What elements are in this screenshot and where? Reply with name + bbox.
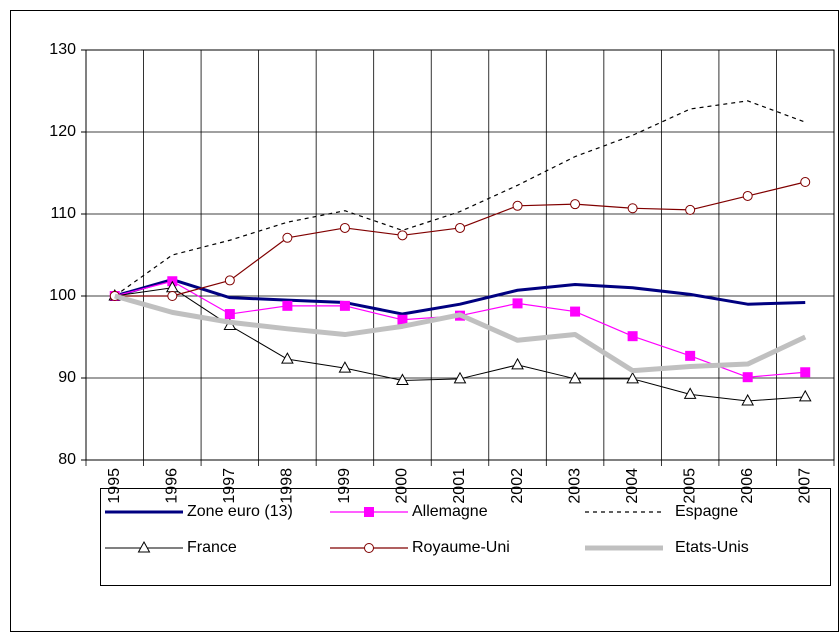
series-line: [114, 278, 806, 316]
marker: [683, 387, 697, 399]
marker: [339, 222, 350, 233]
marker: [568, 371, 582, 384]
marker: [742, 372, 753, 383]
legend-box: [100, 488, 831, 586]
marker: [397, 230, 408, 241]
x-tick-label: 2003: [566, 468, 583, 504]
x-tick-label: 2000: [394, 468, 411, 504]
x-tick-label: 2006: [739, 468, 756, 504]
legend-label: Etats-Unis: [675, 539, 749, 556]
marker: [800, 177, 811, 188]
marker: [282, 232, 293, 243]
legend-label: Espagne: [675, 503, 738, 520]
marker: [800, 367, 811, 378]
x-tick-label: 1997: [221, 468, 238, 504]
y-tick-label: 90: [58, 369, 76, 386]
marker: [167, 291, 178, 301]
marker: [338, 361, 352, 373]
x-tick-label: 2004: [624, 468, 641, 504]
marker: [741, 393, 755, 406]
marker: [798, 389, 812, 402]
marker: [511, 357, 524, 370]
x-tick-label: 1998: [279, 468, 296, 504]
marker: [396, 373, 409, 385]
marker: [397, 314, 408, 325]
x-tick-label: 1996: [164, 468, 181, 504]
y-tick-label: 130: [49, 41, 76, 58]
legend-label: Allemagne: [412, 503, 488, 520]
legend-label: France: [187, 539, 237, 556]
marker: [627, 203, 638, 214]
marker: [685, 350, 696, 361]
x-tick-label: 2002: [509, 468, 526, 504]
marker: [742, 190, 753, 201]
legend-label: Zone euro (13): [187, 503, 293, 520]
y-tick-label: 100: [49, 287, 76, 304]
marker: [570, 199, 581, 210]
x-tick-label: 1999: [336, 468, 353, 504]
marker: [512, 200, 523, 211]
marker: [281, 352, 294, 364]
marker: [453, 371, 467, 384]
marker: [224, 275, 235, 286]
x-tick-label: 2007: [796, 468, 813, 504]
marker: [455, 222, 465, 233]
marker: [339, 300, 350, 311]
marker: [626, 371, 639, 384]
marker: [685, 204, 696, 215]
series-line: [114, 100, 806, 297]
marker: [570, 306, 581, 317]
x-tick-label: 2001: [451, 468, 468, 504]
marker: [137, 540, 151, 553]
marker: [364, 507, 374, 517]
x-tick-label: 2005: [681, 468, 698, 504]
series-line: [114, 293, 807, 374]
x-tick-label: 1995: [106, 468, 123, 504]
marker: [224, 309, 235, 320]
marker: [512, 298, 523, 309]
y-tick-label: 110: [50, 205, 76, 222]
marker: [364, 543, 374, 553]
marker: [282, 300, 293, 311]
legend-label: Royaume-Uni: [412, 539, 510, 556]
y-tick-label: 120: [49, 123, 76, 140]
marker: [627, 331, 638, 342]
y-tick-label: 80: [58, 451, 76, 468]
